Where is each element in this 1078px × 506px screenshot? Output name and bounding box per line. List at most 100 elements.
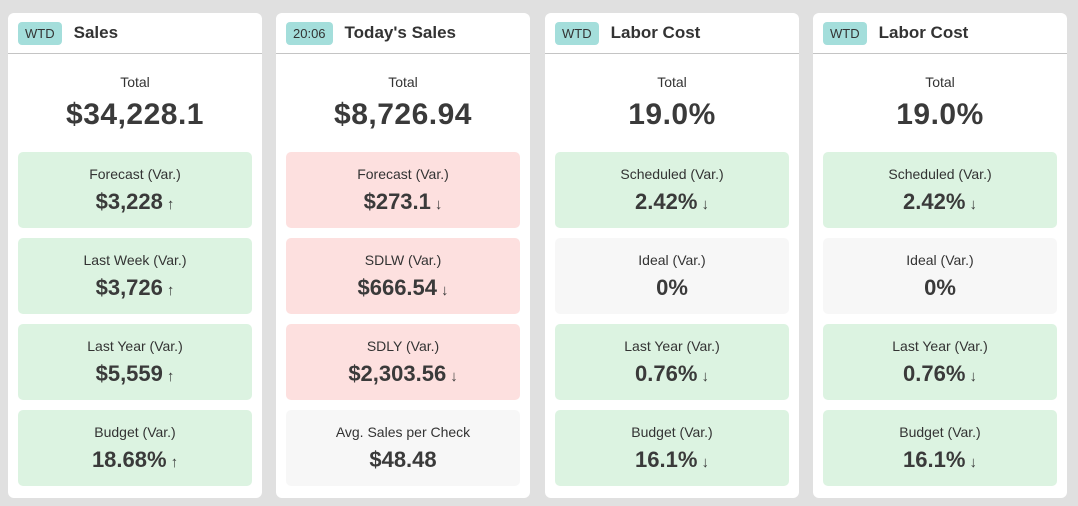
metric-label: Ideal (Var.)	[638, 252, 706, 268]
card-title: Today's Sales	[344, 23, 456, 42]
metric-value: 2.42%	[903, 189, 966, 214]
metric-value-row: 0%	[555, 275, 789, 301]
metric-value-row: $48.48	[286, 447, 520, 473]
metric-label: Scheduled (Var.)	[620, 166, 724, 182]
total-value: 19.0%	[896, 98, 984, 131]
metric-value-row: 2.42% ↓	[555, 189, 789, 215]
metric-tile[interactable]: Scheduled (Var.) 2.42% ↓	[823, 152, 1057, 228]
metric-label: SDLW (Var.)	[364, 252, 442, 268]
arrow-down-icon: ↓	[969, 196, 977, 213]
metric-tile[interactable]: Scheduled (Var.) 2.42% ↓	[555, 152, 789, 228]
metric-value: $2,303.56	[348, 361, 447, 386]
total-label: Total	[657, 74, 687, 90]
metric-tile[interactable]: Avg. Sales per Check $48.48	[286, 410, 520, 486]
metric-label: Last Year (Var.)	[892, 338, 988, 354]
metric-value-row: $666.54 ↓	[286, 275, 520, 301]
card-header: WTD Labor Cost	[545, 13, 799, 54]
metric-label: Budget (Var.)	[94, 424, 176, 440]
metric-label: Ideal (Var.)	[906, 252, 974, 268]
total-label: Total	[120, 74, 150, 90]
metric-label: Forecast (Var.)	[89, 166, 181, 182]
card-header: 20:06 Today's Sales	[276, 13, 530, 54]
metric-label: Last Year (Var.)	[624, 338, 720, 354]
metric-value: 0%	[656, 275, 688, 300]
card-title: Labor Cost	[878, 23, 969, 42]
arrow-down-icon: ↓	[969, 454, 977, 471]
metric-value-row: 18.68% ↑	[18, 447, 252, 473]
arrow-down-icon: ↓	[450, 368, 458, 385]
total-label: Total	[925, 74, 955, 90]
arrow-up-icon: ↑	[166, 368, 175, 385]
metric-label: Forecast (Var.)	[357, 166, 449, 182]
metric-label: Scheduled (Var.)	[888, 166, 992, 182]
arrow-up-icon: ↑	[166, 196, 175, 213]
kpi-card[interactable]: WTD Labor Cost Total 19.0% Scheduled (Va…	[545, 13, 799, 498]
arrow-down-icon: ↓	[969, 368, 977, 385]
metric-value-row: 0.76% ↓	[555, 361, 789, 387]
metric-value: $666.54	[357, 275, 438, 300]
kpi-card[interactable]: WTD Labor Cost Total 19.0% Scheduled (Va…	[813, 13, 1067, 498]
arrow-down-icon: ↓	[441, 282, 449, 299]
metric-value-row: $273.1 ↓	[286, 189, 520, 215]
metric-tile[interactable]: Ideal (Var.) 0%	[823, 238, 1057, 314]
arrow-down-icon: ↓	[434, 196, 443, 213]
period-badge: 20:06	[286, 21, 333, 45]
metric-value: $3,726	[95, 275, 163, 300]
metric-value-row: 2.42% ↓	[823, 189, 1057, 215]
metric-tile[interactable]: Budget (Var.) 16.1% ↓	[555, 410, 789, 486]
period-badge: WTD	[823, 21, 867, 45]
total-label: Total	[388, 74, 418, 90]
card-header: WTD Labor Cost	[813, 13, 1067, 54]
metric-value: $273.1	[363, 189, 431, 214]
card-header: WTD Sales	[8, 13, 262, 54]
period-badge: WTD	[555, 21, 599, 45]
arrow-down-icon: ↓	[701, 196, 709, 213]
kpi-card[interactable]: 20:06 Today's Sales Total $8,726.94 Fore…	[276, 13, 530, 498]
metric-value: $3,228	[95, 189, 163, 214]
arrow-up-icon: ↑	[166, 282, 175, 299]
total-value: $8,726.94	[334, 98, 472, 131]
metric-label: Budget (Var.)	[899, 424, 981, 440]
metric-value: $48.48	[369, 447, 437, 472]
card-title: Sales	[73, 23, 119, 42]
metric-label: Last Week (Var.)	[83, 252, 187, 268]
metric-tile[interactable]: SDLW (Var.) $666.54 ↓	[286, 238, 520, 314]
metric-value: 0.76%	[903, 361, 966, 386]
total-value: $34,228.1	[66, 98, 204, 131]
arrow-down-icon: ↓	[701, 454, 709, 471]
metric-value-row: 16.1% ↓	[823, 447, 1057, 473]
metric-value: 16.1%	[903, 447, 966, 472]
metric-tile[interactable]: Last Year (Var.) 0.76% ↓	[555, 324, 789, 400]
metric-label: SDLY (Var.)	[366, 338, 440, 354]
metric-label: Last Year (Var.)	[87, 338, 183, 354]
kpi-card[interactable]: WTD Sales Total $34,228.1 Forecast (Var.…	[8, 13, 262, 498]
metric-tile[interactable]: Last Year (Var.) $5,559 ↑	[18, 324, 252, 400]
metric-tile[interactable]: Last Year (Var.) 0.76% ↓	[823, 324, 1057, 400]
metric-value-row: $5,559 ↑	[18, 361, 252, 387]
metric-label: Budget (Var.)	[631, 424, 713, 440]
metric-value-row: 0.76% ↓	[823, 361, 1057, 387]
metric-value: 0%	[924, 275, 956, 300]
metric-value-row: $3,228 ↑	[18, 189, 252, 215]
metric-value-row: $2,303.56 ↓	[286, 361, 520, 387]
metric-tile[interactable]: SDLY (Var.) $2,303.56 ↓	[286, 324, 520, 400]
metric-tile[interactable]: Budget (Var.) 16.1% ↓	[823, 410, 1057, 486]
metric-tile[interactable]: Forecast (Var.) $273.1 ↓	[286, 152, 520, 228]
metric-value-row: 16.1% ↓	[555, 447, 789, 473]
period-badge: WTD	[18, 21, 62, 45]
metric-value: 18.68%	[91, 447, 167, 472]
metric-tile[interactable]: Forecast (Var.) $3,228 ↑	[18, 152, 252, 228]
metric-tile[interactable]: Ideal (Var.) 0%	[555, 238, 789, 314]
metric-tile[interactable]: Last Week (Var.) $3,726 ↑	[18, 238, 252, 314]
metric-value: $5,559	[95, 361, 163, 386]
metric-value-row: $3,726 ↑	[18, 275, 252, 301]
metric-value: 2.42%	[635, 189, 698, 214]
total-value: 19.0%	[628, 98, 716, 131]
metric-label: Avg. Sales per Check	[335, 424, 471, 440]
metric-value: 0.76%	[635, 361, 698, 386]
card-title: Labor Cost	[610, 23, 701, 42]
arrow-down-icon: ↓	[701, 368, 709, 385]
metric-tile[interactable]: Budget (Var.) 18.68% ↑	[18, 410, 252, 486]
arrow-up-icon: ↑	[170, 454, 179, 471]
metric-value-row: 0%	[823, 275, 1057, 301]
